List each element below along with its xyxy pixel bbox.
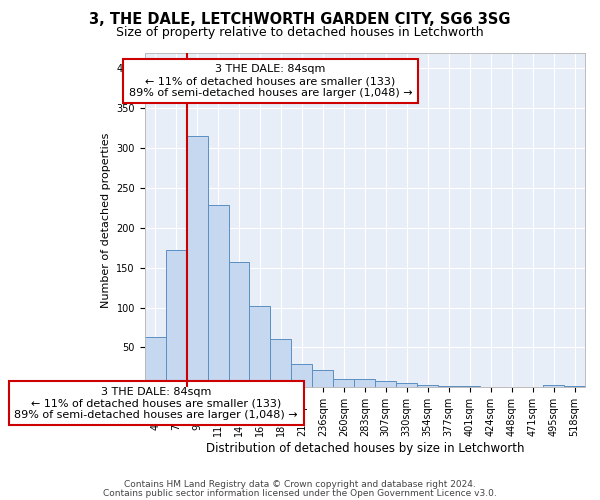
Bar bbox=[459, 386, 480, 388]
Bar bbox=[501, 386, 522, 388]
Bar bbox=[417, 385, 438, 388]
Text: 3, THE DALE, LETCHWORTH GARDEN CITY, SG6 3SG: 3, THE DALE, LETCHWORTH GARDEN CITY, SG6… bbox=[89, 12, 511, 28]
Bar bbox=[376, 381, 396, 388]
Bar bbox=[166, 250, 187, 388]
Bar bbox=[313, 370, 334, 388]
Text: 3 THE DALE: 84sqm
← 11% of detached houses are smaller (133)
89% of semi-detache: 3 THE DALE: 84sqm ← 11% of detached hous… bbox=[14, 386, 298, 420]
Bar bbox=[292, 364, 313, 388]
Text: Contains public sector information licensed under the Open Government Licence v3: Contains public sector information licen… bbox=[103, 488, 497, 498]
X-axis label: Distribution of detached houses by size in Letchworth: Distribution of detached houses by size … bbox=[206, 442, 524, 455]
Bar bbox=[543, 385, 564, 388]
Bar bbox=[334, 380, 355, 388]
Bar bbox=[187, 136, 208, 388]
Bar bbox=[438, 386, 459, 388]
Bar bbox=[396, 384, 417, 388]
Text: Contains HM Land Registry data © Crown copyright and database right 2024.: Contains HM Land Registry data © Crown c… bbox=[124, 480, 476, 489]
Text: Size of property relative to detached houses in Letchworth: Size of property relative to detached ho… bbox=[116, 26, 484, 39]
Bar bbox=[271, 338, 292, 388]
Y-axis label: Number of detached properties: Number of detached properties bbox=[101, 132, 111, 308]
Bar bbox=[145, 337, 166, 388]
Bar bbox=[208, 205, 229, 388]
Text: 3 THE DALE: 84sqm
← 11% of detached houses are smaller (133)
89% of semi-detache: 3 THE DALE: 84sqm ← 11% of detached hous… bbox=[128, 64, 412, 98]
Bar bbox=[250, 306, 271, 388]
Bar bbox=[355, 380, 376, 388]
Bar bbox=[229, 262, 250, 388]
Bar bbox=[480, 386, 501, 388]
Bar bbox=[522, 386, 543, 388]
Bar bbox=[564, 386, 585, 388]
